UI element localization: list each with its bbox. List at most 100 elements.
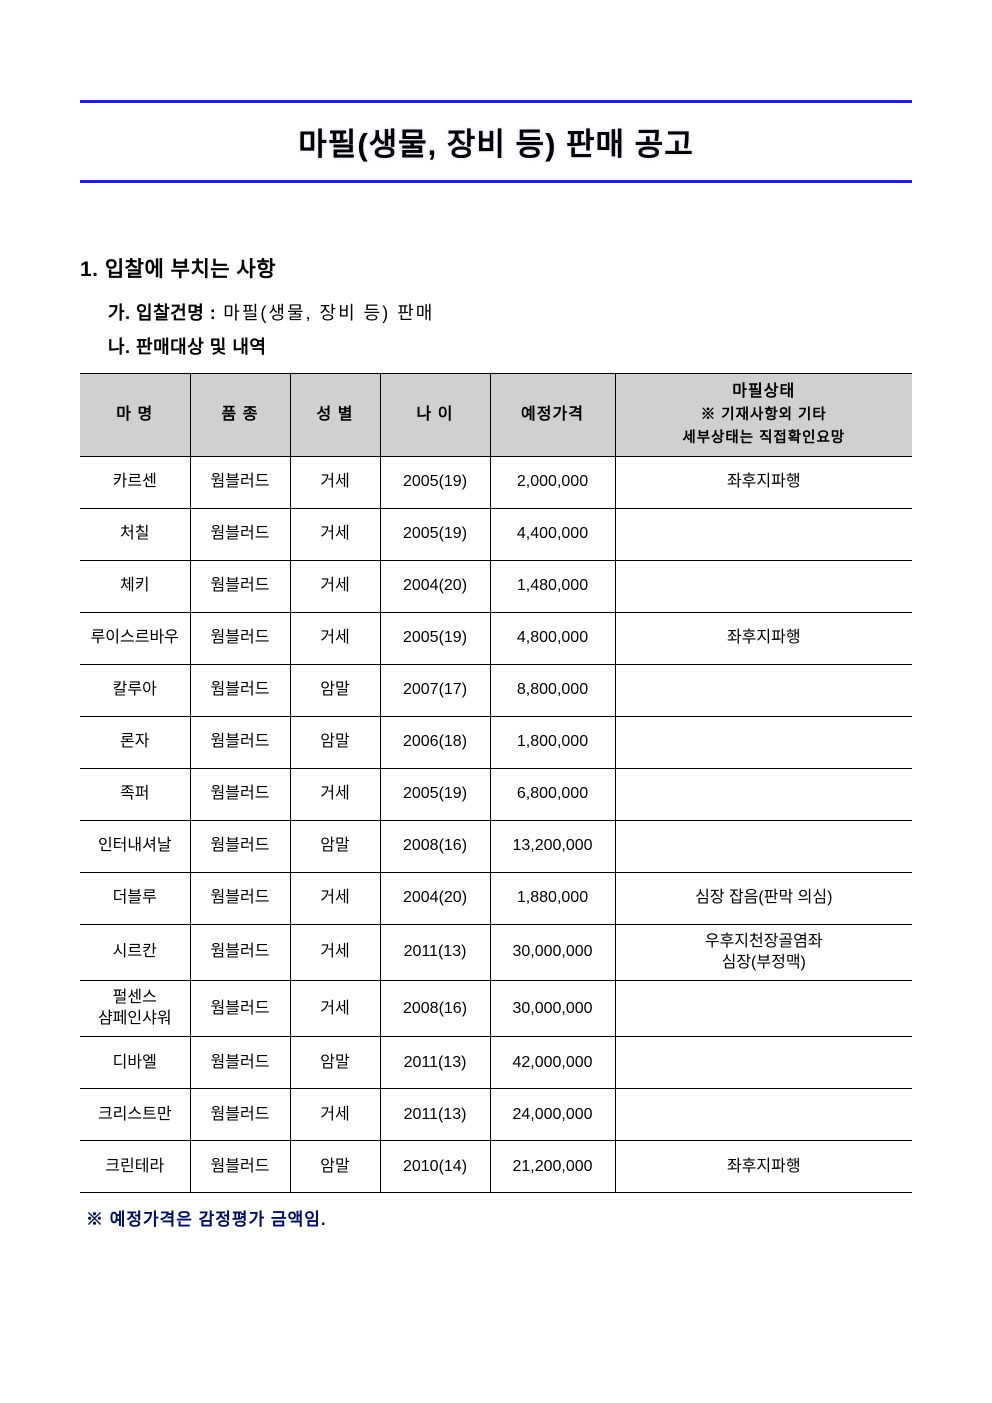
table-row: 크리스트만 웜블러드 거세 2011(13) 24,000,000 bbox=[80, 1088, 912, 1140]
cell-breed: 웜블러드 bbox=[190, 456, 290, 508]
cell-condition bbox=[615, 768, 912, 820]
table-row: 시르칸 웜블러드 거세 2011(13) 30,000,000 우후지천장골염좌… bbox=[80, 924, 912, 980]
cell-age: 2011(13) bbox=[380, 1036, 490, 1088]
cell-name: 카르센 bbox=[80, 456, 190, 508]
table-header-row: 마 명 품 종 성 별 나 이 예정가격 마필상태 ※ 기재사항외 기타 세부상… bbox=[80, 374, 912, 457]
cell-name: 론자 bbox=[80, 716, 190, 768]
cell-age: 2010(14) bbox=[380, 1140, 490, 1192]
cond-header-line3: 세부상태는 직접확인요망 bbox=[682, 430, 845, 446]
cell-condition bbox=[615, 1036, 912, 1088]
cell-age: 2004(20) bbox=[380, 872, 490, 924]
cell-condition: 좌후지파행 bbox=[615, 1140, 912, 1192]
cell-breed: 웜블러드 bbox=[190, 768, 290, 820]
cell-breed: 웜블러드 bbox=[190, 1140, 290, 1192]
cell-age: 2005(19) bbox=[380, 612, 490, 664]
cell-breed: 웜블러드 bbox=[190, 664, 290, 716]
cell-condition bbox=[615, 716, 912, 768]
table-row: 카르센 웜블러드 거세 2005(19) 2,000,000 좌후지파행 bbox=[80, 456, 912, 508]
cell-condition: 좌후지파행 bbox=[615, 612, 912, 664]
section-heading: 1. 입찰에 부치는 사항 bbox=[80, 253, 912, 283]
cell-sex: 거세 bbox=[290, 508, 380, 560]
table-row: 인터내셔날 웜블러드 암말 2008(16) 13,200,000 bbox=[80, 820, 912, 872]
table-row: 루이스르바우 웜블러드 거세 2005(19) 4,800,000 좌후지파행 bbox=[80, 612, 912, 664]
table-row: 론자 웜블러드 암말 2006(18) 1,800,000 bbox=[80, 716, 912, 768]
cell-name: 체키 bbox=[80, 560, 190, 612]
item-a-value: 마필(생물, 장비 등) 판매 bbox=[216, 303, 434, 323]
cell-sex: 암말 bbox=[290, 1036, 380, 1088]
section-1: 1. 입찰에 부치는 사항 가. 입찰건명 : 마필(생물, 장비 등) 판매 … bbox=[80, 253, 912, 359]
table-row: 디바엘 웜블러드 암말 2011(13) 42,000,000 bbox=[80, 1036, 912, 1088]
cell-breed: 웜블러드 bbox=[190, 1036, 290, 1088]
horse-sale-table: 마 명 품 종 성 별 나 이 예정가격 마필상태 ※ 기재사항외 기타 세부상… bbox=[80, 373, 912, 1193]
table-row: 족퍼 웜블러드 거세 2005(19) 6,800,000 bbox=[80, 768, 912, 820]
cell-sex: 거세 bbox=[290, 980, 380, 1036]
cell-name: 인터내셔날 bbox=[80, 820, 190, 872]
cell-name: 루이스르바우 bbox=[80, 612, 190, 664]
cond-line1: 우후지천장골염좌 bbox=[705, 933, 823, 950]
cell-sex: 암말 bbox=[290, 820, 380, 872]
col-header-age: 나 이 bbox=[380, 374, 490, 457]
cell-condition: 심장 잡음(판막 의심) bbox=[615, 872, 912, 924]
cell-name: 크린테라 bbox=[80, 1140, 190, 1192]
table-body: 카르센 웜블러드 거세 2005(19) 2,000,000 좌후지파행 처칠 … bbox=[80, 456, 912, 1192]
cell-breed: 웜블러드 bbox=[190, 872, 290, 924]
col-header-price: 예정가격 bbox=[490, 374, 615, 457]
cell-name: 족퍼 bbox=[80, 768, 190, 820]
cell-price: 21,200,000 bbox=[490, 1140, 615, 1192]
cell-age: 2005(19) bbox=[380, 456, 490, 508]
col-header-name: 마 명 bbox=[80, 374, 190, 457]
cell-condition bbox=[615, 664, 912, 716]
cell-sex: 거세 bbox=[290, 924, 380, 980]
cell-sex: 거세 bbox=[290, 560, 380, 612]
cell-breed: 웜블러드 bbox=[190, 560, 290, 612]
cell-breed: 웜블러드 bbox=[190, 1088, 290, 1140]
name-line1: 펄센스 bbox=[113, 989, 157, 1006]
page-title: 마필(생물, 장비 등) 판매 공고 bbox=[80, 119, 912, 164]
cell-name: 칼루아 bbox=[80, 664, 190, 716]
cond-header-line2: ※ 기재사항외 기타 bbox=[701, 407, 827, 423]
cell-name: 더블루 bbox=[80, 872, 190, 924]
cell-age: 2011(13) bbox=[380, 924, 490, 980]
cell-age: 2008(16) bbox=[380, 980, 490, 1036]
table-row: 펄센스 샴페인샤워 웜블러드 거세 2008(16) 30,000,000 bbox=[80, 980, 912, 1036]
cond-header-line1: 마필상태 bbox=[732, 383, 795, 400]
table-row: 크린테라 웜블러드 암말 2010(14) 21,200,000 좌후지파행 bbox=[80, 1140, 912, 1192]
cell-condition bbox=[615, 980, 912, 1036]
cell-price: 42,000,000 bbox=[490, 1036, 615, 1088]
col-header-breed: 품 종 bbox=[190, 374, 290, 457]
cell-sex: 암말 bbox=[290, 716, 380, 768]
cell-age: 2007(17) bbox=[380, 664, 490, 716]
cell-price: 1,480,000 bbox=[490, 560, 615, 612]
table-row: 칼루아 웜블러드 암말 2007(17) 8,800,000 bbox=[80, 664, 912, 716]
cell-price: 6,800,000 bbox=[490, 768, 615, 820]
cell-name: 처칠 bbox=[80, 508, 190, 560]
cell-condition: 우후지천장골염좌 심장(부정맥) bbox=[615, 924, 912, 980]
table-row: 처칠 웜블러드 거세 2005(19) 4,400,000 bbox=[80, 508, 912, 560]
cell-price: 4,400,000 bbox=[490, 508, 615, 560]
cell-breed: 웜블러드 bbox=[190, 980, 290, 1036]
table-row: 더블루 웜블러드 거세 2004(20) 1,880,000 심장 잡음(판막 … bbox=[80, 872, 912, 924]
cell-breed: 웜블러드 bbox=[190, 716, 290, 768]
cell-age: 2008(16) bbox=[380, 820, 490, 872]
cell-sex: 거세 bbox=[290, 1088, 380, 1140]
cell-condition bbox=[615, 508, 912, 560]
cell-age: 2006(18) bbox=[380, 716, 490, 768]
cell-age: 2005(19) bbox=[380, 768, 490, 820]
cell-name: 디바엘 bbox=[80, 1036, 190, 1088]
table-footnote: ※ 예정가격은 감정평가 금액임. bbox=[86, 1205, 912, 1230]
cell-sex: 거세 bbox=[290, 872, 380, 924]
cell-price: 8,800,000 bbox=[490, 664, 615, 716]
item-a-label: 가. 입찰건명 : bbox=[108, 303, 216, 323]
cell-sex: 암말 bbox=[290, 664, 380, 716]
cell-sex: 거세 bbox=[290, 456, 380, 508]
cell-sex: 암말 bbox=[290, 1140, 380, 1192]
cell-age: 2004(20) bbox=[380, 560, 490, 612]
cell-age: 2011(13) bbox=[380, 1088, 490, 1140]
item-b-label: 나. 판매대상 및 내역 bbox=[108, 337, 266, 357]
cell-sex: 거세 bbox=[290, 768, 380, 820]
cell-condition bbox=[615, 560, 912, 612]
title-rule-box: 마필(생물, 장비 등) 판매 공고 bbox=[80, 100, 912, 183]
item-a: 가. 입찰건명 : 마필(생물, 장비 등) 판매 bbox=[108, 299, 912, 325]
cell-price: 13,200,000 bbox=[490, 820, 615, 872]
cell-price: 2,000,000 bbox=[490, 456, 615, 508]
